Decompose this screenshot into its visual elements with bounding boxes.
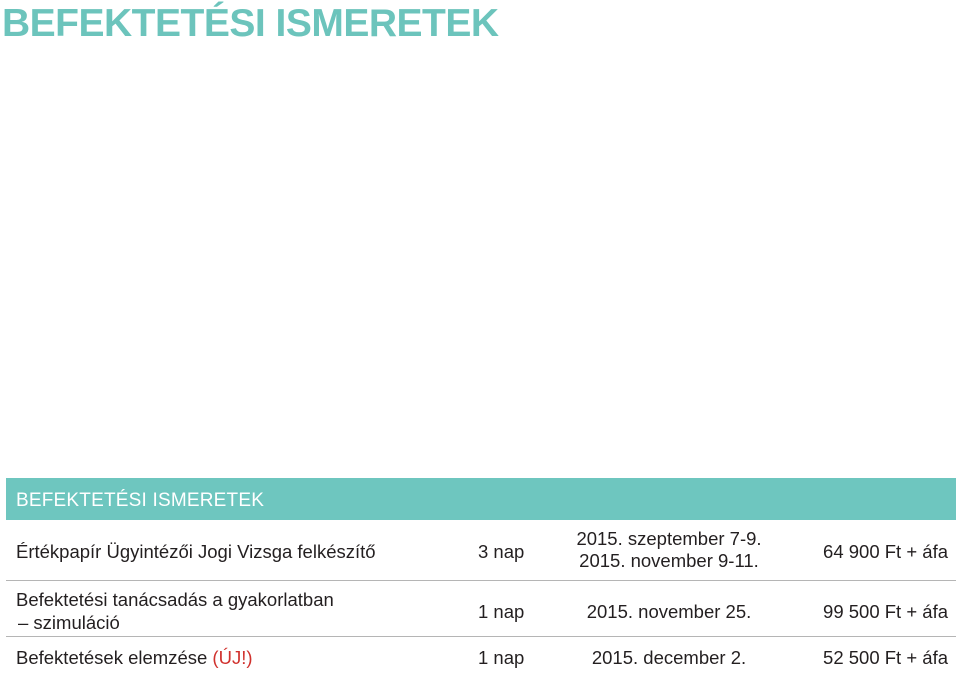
table-row: Értékpapír Ügyintézői Jogi Vizsga felkés…: [6, 520, 956, 581]
course-name-line: Befektetési tanácsadás a gyakorlatban: [16, 589, 334, 610]
course-name: Befektetések elemzése (ÚJ!): [16, 647, 253, 669]
course-duration: 1 nap: [478, 601, 525, 622]
table-row: Befektetések elemzése (ÚJ!) 1 nap 2015. …: [6, 637, 956, 677]
course-date: 2015. november 9-11.: [579, 550, 759, 571]
course-date: 2015. november 25.: [586, 601, 752, 622]
course-dates: 2015. szeptember 7-9. 2015. november 9-1…: [554, 528, 784, 572]
course-duration: 1 nap: [478, 647, 525, 668]
course-name-line: – szimuláció: [18, 612, 120, 633]
course-name-text: Befektetések elemzése: [16, 647, 208, 668]
course-table: BEFEKTETÉSI ISMERETEK Értékpapír Ügyinté…: [6, 478, 956, 677]
course-date: 2015. szeptember 7-9.: [576, 528, 762, 549]
new-badge: (ÚJ!): [212, 647, 253, 668]
course-name: Értékpapír Ügyintézői Jogi Vizsga felkés…: [16, 541, 376, 562]
course-price: 64 900 Ft + áfa: [823, 541, 948, 562]
page-title: BEFEKTETÉSI ISMERETEK: [2, 2, 499, 45]
course-date: 2015. december 2.: [591, 647, 747, 668]
course-dates: 2015. december 2.: [554, 647, 784, 669]
course-name: Befektetési tanácsadás a gyakorlatban – …: [16, 588, 334, 634]
table-header: BEFEKTETÉSI ISMERETEK: [6, 478, 956, 520]
course-price: 99 500 Ft + áfa: [823, 601, 948, 622]
course-dates: 2015. november 25.: [554, 601, 784, 623]
course-price: 52 500 Ft + áfa: [823, 647, 948, 668]
course-duration: 3 nap: [478, 541, 525, 562]
table-row: Befektetési tanácsadás a gyakorlatban – …: [6, 581, 956, 637]
